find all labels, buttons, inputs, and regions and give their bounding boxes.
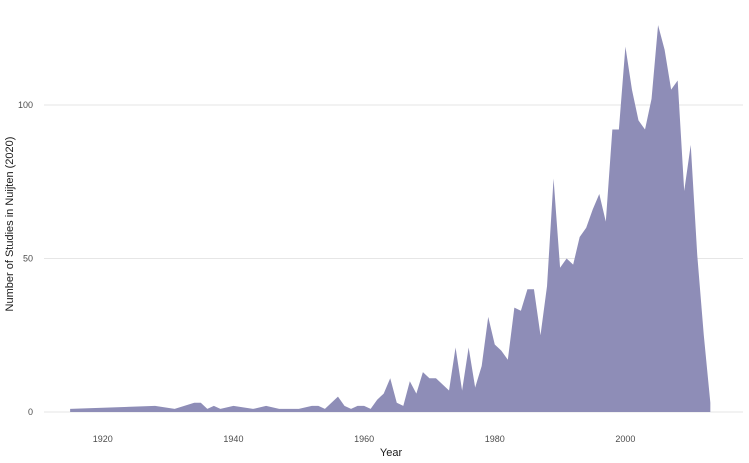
- x-tick-label-1960: 1960: [354, 434, 374, 444]
- x-tick-label-2000: 2000: [615, 434, 635, 444]
- x-axis-title: Year: [380, 447, 403, 459]
- y-axis-title: Number of Studies in Nuijten (2020): [4, 137, 16, 312]
- x-tick-label-1920: 1920: [93, 434, 113, 444]
- x-axis-ticks: 1920 1940 1960 1980 2000: [93, 434, 636, 444]
- y-axis-ticks: 0 50 100: [18, 100, 33, 417]
- x-tick-label-1940: 1940: [223, 434, 243, 444]
- y-tick-label-100: 100: [18, 100, 33, 110]
- studies-area: [70, 25, 711, 413]
- y-tick-label-50: 50: [23, 254, 33, 264]
- x-tick-label-1980: 1980: [485, 434, 505, 444]
- y-tick-label-0: 0: [28, 407, 33, 417]
